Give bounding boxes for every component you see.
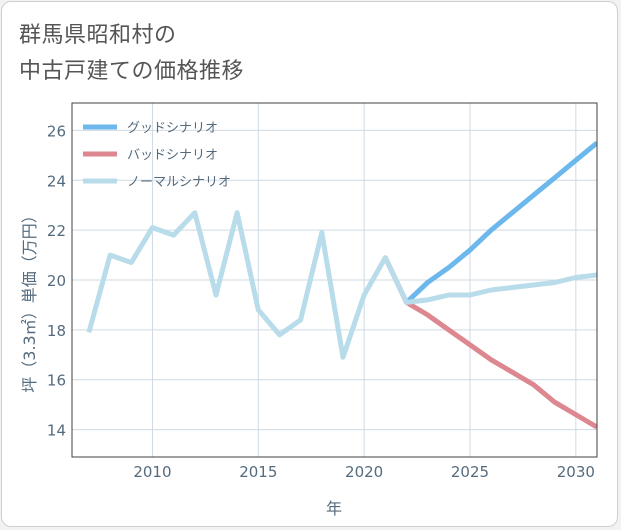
x-tick-label-2025: 2025 xyxy=(451,463,489,481)
y-tick-label-24: 24 xyxy=(47,172,66,190)
legend-label-good: グッドシナリオ xyxy=(127,121,218,136)
grid-layer xyxy=(72,103,597,457)
x-tick-label-2010: 2010 xyxy=(133,463,171,481)
series-line-bad xyxy=(383,256,597,430)
y-tick-label-16: 16 xyxy=(47,372,66,390)
plot-border xyxy=(71,102,598,458)
series-line-good xyxy=(404,140,597,305)
y-tick-label-18: 18 xyxy=(47,322,66,340)
x-tick-label-2020: 2020 xyxy=(345,463,383,481)
chart-title-line2: 中古戸建ての価格推移 xyxy=(19,59,245,84)
legend-item-bad: バッドシナリオ xyxy=(83,148,218,163)
y-tick-label-26: 26 xyxy=(47,122,66,140)
legend-item-good: グッドシナリオ xyxy=(83,121,218,136)
series-line-normal xyxy=(86,210,597,360)
legend-label-normal: ノーマルシナリオ xyxy=(127,175,231,190)
y-tick-label-22: 22 xyxy=(47,222,66,240)
x-tick-label-2030: 2030 xyxy=(557,463,595,481)
y-tick-label-20: 20 xyxy=(47,272,66,290)
series-layer xyxy=(86,140,597,430)
y-tick-label-14: 14 xyxy=(47,422,66,440)
y-axis-title: 坪（3.3㎡）単価（万円） xyxy=(20,207,39,392)
legend-item-normal: ノーマルシナリオ xyxy=(83,175,231,190)
x-tick-label-2015: 2015 xyxy=(239,463,277,481)
legend-label-bad: バッドシナリオ xyxy=(127,148,218,163)
chart-title-line1: 群馬県昭和村の xyxy=(19,23,177,48)
chart-title: 群馬県昭和村の 中古戸建ての価格推移 xyxy=(19,18,244,90)
x-axis-title: 年 xyxy=(326,499,342,518)
ticks-layer: 2010 2015 2020 2025 2030 14 16 18 20 22 24 26 xyxy=(47,122,595,481)
